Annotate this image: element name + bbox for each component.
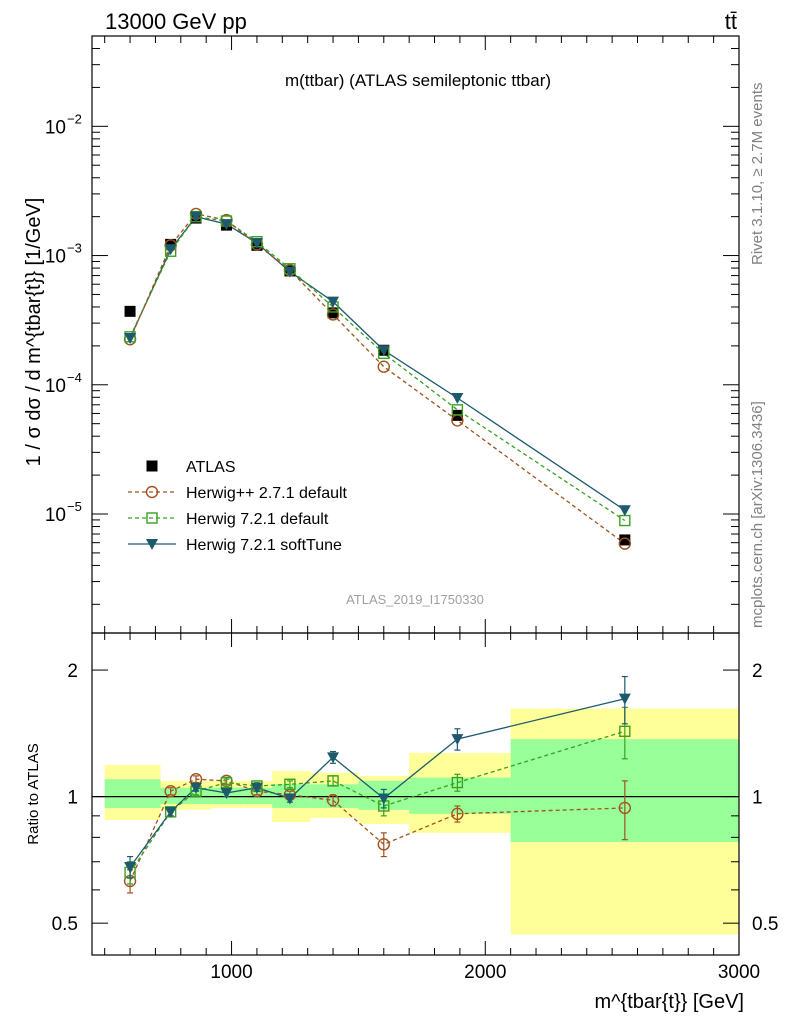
mc-point	[618, 537, 632, 550]
ratio-point	[220, 776, 233, 789]
ratio-point	[164, 785, 177, 798]
mc-point	[250, 238, 263, 250]
mc-point	[326, 308, 340, 321]
y-tick-label: 1	[67, 788, 78, 809]
ratio-point	[451, 776, 464, 789]
ratio-point	[377, 838, 390, 851]
uncertainty-band-inner	[409, 777, 511, 814]
data-point	[124, 305, 136, 317]
ratio-point	[284, 778, 296, 790]
y-tick-label: 2	[67, 661, 78, 682]
legend-entry: Herwig 7.2.1 softTune	[186, 537, 342, 554]
ratio-point	[619, 725, 631, 738]
y-tick-exponent: −2	[67, 111, 82, 126]
series-line	[129, 213, 626, 545]
header-right: tt̄	[725, 9, 737, 34]
ratio-line	[129, 730, 625, 873]
legend-entry: Herwig++ 2.7.1 default	[186, 485, 348, 502]
ratio-point	[451, 734, 464, 746]
mc-point	[618, 505, 631, 517]
ratio-panel: 1000 2000 3000 0.5 0.5 1 1 2 2 Ratio to ATLAS m^…	[25, 632, 778, 1013]
ratio-point	[618, 693, 631, 705]
legend-marker	[146, 539, 158, 550]
ratio-point	[124, 862, 137, 874]
header-left: 13000 GeV pp	[105, 9, 247, 34]
ratio-point	[164, 806, 177, 818]
main-title: m(ttbar) (ATLAS semileptonic ttbar)	[285, 71, 551, 90]
ratio-point	[327, 775, 339, 787]
analysis-watermark: ATLAS_2019_I1750330	[346, 592, 484, 607]
y-tick-exponent: −3	[67, 241, 82, 256]
legend-entry: ATLAS	[186, 459, 236, 476]
main-panel: 10−510−410−310−2 m(ttbar) (ATLAS semilep…	[23, 35, 740, 634]
y-tick-label-right: 0.5	[752, 914, 778, 935]
y-tick-exponent: −5	[67, 499, 82, 514]
ratio-point	[283, 793, 296, 805]
mc-point	[124, 333, 137, 345]
y-tick-label-right: 1	[752, 788, 763, 809]
ratio-point	[618, 801, 632, 815]
data-point	[619, 534, 631, 546]
x-tick-label: 3000	[718, 962, 760, 983]
mc-point	[164, 244, 177, 256]
y-tick-label: 10	[45, 505, 66, 526]
ratio-frame	[91, 632, 740, 956]
mc-point	[283, 266, 296, 278]
legend: ATLAS Herwig++ 2.7.1 default Herwig 7.2.1 …	[128, 459, 348, 554]
y-tick-exponent: −4	[67, 370, 82, 385]
data-point	[327, 307, 339, 319]
x-tick-label: 1000	[210, 962, 252, 983]
y-tick-label-right: 2	[752, 661, 763, 682]
ratio-point	[327, 752, 340, 764]
series-line	[129, 216, 626, 522]
mc-point	[377, 345, 390, 357]
legend-marker	[145, 485, 159, 499]
mc-point	[220, 219, 233, 231]
legend-entry: Herwig 7.2.1 default	[186, 511, 329, 528]
rivet-version-label: Rivet 3.1.10, ≥ 2.7M events	[749, 83, 766, 266]
legend-marker	[146, 512, 158, 524]
y-tick-label: 0.5	[52, 914, 78, 935]
x-tick-label: 2000	[464, 962, 506, 983]
ratio-point	[377, 793, 390, 805]
mc-point	[377, 360, 390, 373]
mc-point	[619, 514, 631, 527]
ratio-point	[451, 807, 464, 821]
main-y-axis-label: 1 / σ dσ / d m^{tbar{t}} [1/GeV]	[23, 198, 45, 467]
source-label: mcplots.cern.ch [arXiv:1306.3436]	[749, 401, 766, 628]
ratio-point	[326, 794, 340, 807]
y-tick-label: 10	[45, 247, 66, 268]
ratio-point	[220, 787, 233, 799]
ratio-line	[129, 698, 625, 868]
legend-marker	[146, 460, 158, 472]
mc-point	[451, 393, 464, 405]
y-tick-label: 10	[45, 117, 66, 138]
mc-point	[327, 296, 340, 308]
mc-point	[451, 404, 464, 416]
mc-point	[190, 211, 203, 223]
ratio-point	[250, 782, 263, 794]
y-tick-label: 10	[45, 376, 66, 397]
uncertainty-band-inner	[104, 779, 161, 808]
ratio-point	[190, 782, 203, 794]
ratio-y-axis-label: Ratio to ATLAS	[25, 743, 42, 844]
x-axis-label: m^{tbar{t}} [GeV]	[595, 991, 744, 1013]
